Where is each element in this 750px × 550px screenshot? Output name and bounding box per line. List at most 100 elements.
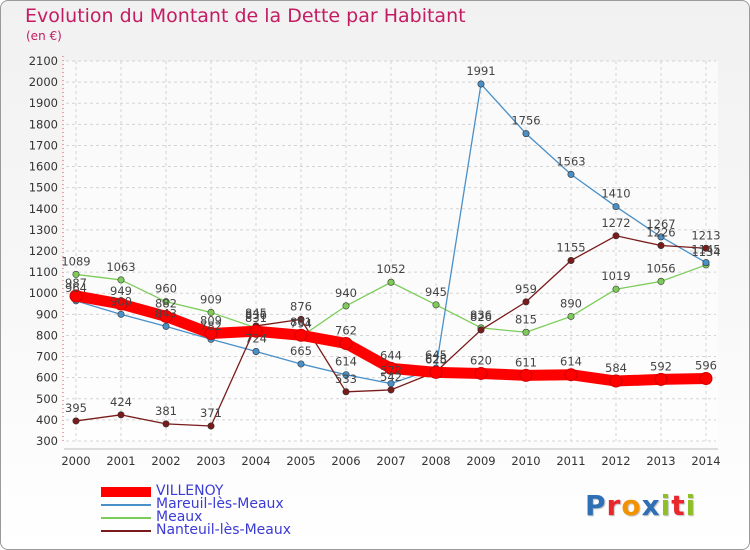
data-label: 845 [245, 306, 267, 320]
y-tick-label: 1700 [29, 138, 58, 152]
data-label: 782 [200, 319, 222, 333]
data-label: 620 [470, 353, 492, 367]
data-point [162, 322, 170, 330]
data-label: 909 [200, 292, 222, 306]
y-tick-label: 800 [36, 328, 58, 342]
y-tick-label: 700 [36, 350, 58, 364]
y-tick-label: 1600 [29, 160, 58, 174]
y-tick-label: 1900 [29, 96, 58, 110]
data-label: 1134 [691, 245, 720, 259]
data-point [699, 372, 713, 386]
data-label: 949 [110, 284, 132, 298]
y-tick-label: 2000 [29, 75, 58, 89]
logo-letter: o [621, 489, 642, 522]
logo-letter: i [685, 489, 697, 522]
data-label: 371 [200, 406, 222, 420]
data-point [567, 312, 575, 320]
data-point [522, 130, 530, 138]
data-point [522, 298, 530, 306]
x-tick-label: 2008 [421, 454, 450, 468]
data-label: 801 [290, 315, 312, 329]
data-label: 1155 [556, 241, 585, 255]
data-label: 1756 [511, 114, 540, 128]
data-point [159, 309, 173, 323]
data-label: 611 [515, 355, 537, 369]
data-point [567, 256, 575, 264]
y-tick-label: 1000 [29, 286, 58, 300]
data-label: 1056 [646, 261, 675, 275]
data-point [384, 361, 398, 375]
data-point [477, 326, 485, 334]
data-label: 960 [155, 282, 177, 296]
data-label: 826 [470, 310, 492, 324]
y-tick-label: 2100 [29, 54, 58, 68]
chart-subtitle: (en €) [26, 29, 62, 43]
x-tick-label: 2000 [61, 454, 90, 468]
data-label: 424 [110, 395, 132, 409]
data-label: 1213 [691, 228, 720, 242]
data-label: 1089 [61, 254, 90, 268]
data-point [654, 372, 668, 386]
x-tick-label: 2014 [691, 454, 720, 468]
data-point [249, 324, 263, 338]
y-tick-label: 1200 [29, 244, 58, 258]
data-label: 596 [695, 359, 717, 373]
data-label: 945 [425, 285, 447, 299]
data-point [252, 347, 260, 355]
data-point [207, 308, 215, 316]
data-label: 1410 [601, 187, 630, 201]
legend-swatch-nanteuil [101, 530, 151, 532]
data-point [297, 315, 305, 323]
data-point [72, 417, 80, 425]
data-label: 940 [335, 286, 357, 300]
data-label: 809 [200, 314, 222, 328]
data-label: 644 [380, 348, 402, 362]
data-point [162, 420, 170, 428]
data-point [432, 301, 440, 309]
data-label: 762 [335, 323, 357, 337]
data-label: 1226 [646, 226, 675, 240]
data-label: 1019 [601, 269, 630, 283]
y-tick-label: 1500 [29, 181, 58, 195]
data-point [117, 276, 125, 284]
data-label: 890 [560, 296, 582, 310]
data-label: 1991 [466, 64, 495, 78]
data-label: 794 [290, 317, 312, 331]
logo-letter: t [671, 489, 686, 522]
data-label: 395 [65, 401, 87, 415]
data-label: 592 [650, 359, 672, 373]
data-label: 882 [155, 296, 177, 310]
x-tick-label: 2011 [556, 454, 585, 468]
data-point [609, 374, 623, 388]
x-tick-label: 2009 [466, 454, 495, 468]
data-label: 1052 [376, 262, 405, 276]
data-label: 815 [515, 312, 537, 326]
legend-swatch-villenoy [101, 487, 151, 497]
legend-label: VILLENOY [156, 483, 224, 499]
data-point [564, 368, 578, 382]
logo-letter: x [641, 489, 661, 522]
data-label: 836 [245, 308, 267, 322]
y-tick-label: 400 [36, 413, 58, 427]
x-tick-label: 2012 [601, 454, 630, 468]
data-label: 584 [605, 361, 627, 375]
data-point [339, 336, 353, 350]
logo-letter: r [606, 489, 622, 522]
data-label: 665 [290, 344, 312, 358]
data-label: 1267 [646, 217, 675, 231]
data-point [162, 298, 170, 306]
data-label: 843 [155, 306, 177, 320]
data-point [342, 388, 350, 396]
data-label: 533 [335, 372, 357, 386]
data-point [474, 366, 488, 380]
chart-title: Evolution du Montant de la Dette par Hab… [25, 5, 466, 27]
data-point [519, 368, 533, 382]
data-point [657, 277, 665, 285]
x-tick-label: 2010 [511, 454, 540, 468]
data-label: 542 [380, 370, 402, 384]
y-tick-label: 600 [36, 371, 58, 385]
data-label: 831 [245, 311, 267, 325]
data-label: 625 [425, 352, 447, 366]
